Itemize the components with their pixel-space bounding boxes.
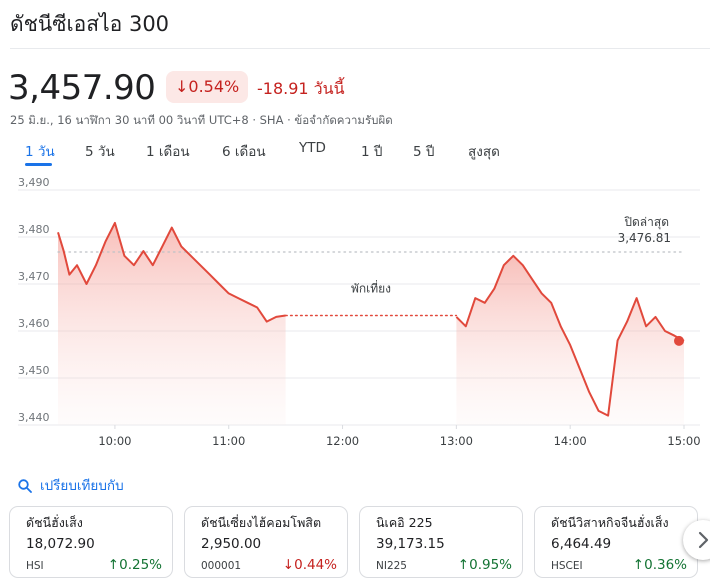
index-change-pct: 0.44% xyxy=(294,557,337,573)
index-change-pct: 0.25% xyxy=(119,557,162,573)
index-value: 18,072.90 xyxy=(26,536,95,552)
index-ticker: HSI xyxy=(26,560,44,572)
index-change-pct: 0.36% xyxy=(644,557,687,573)
active-tab-indicator xyxy=(25,163,52,166)
index-name: ดัชนีฮั่งเส็ง xyxy=(26,515,83,530)
session-area-2 xyxy=(456,255,684,425)
price-lines xyxy=(57,221,685,417)
page-title: ดัชนีซีเอสไอ 300 xyxy=(10,12,170,36)
session-line-2 xyxy=(455,254,685,417)
y-tick-label: 3,440 xyxy=(18,411,50,424)
arrow-down-icon: ↓ xyxy=(282,557,295,573)
index-ticker: NI225 xyxy=(376,560,407,572)
index-name: ดัชนีเซี่ยงไฮ้คอมโพสิต xyxy=(201,515,322,530)
y-tick-label: 3,490 xyxy=(18,178,50,189)
tab-5-year[interactable]: 5 ปี xyxy=(413,144,435,160)
x-tick-label: 14:00 xyxy=(554,434,587,448)
index-name: นิเคอิ 225 xyxy=(376,515,433,530)
next-cards-button[interactable] xyxy=(683,520,710,560)
index-value: 39,173.15 xyxy=(376,536,445,552)
index-card-hscei[interactable]: ดัชนีวิสาหกิจจีนฮั่งเส็ง 6,464.49 HSCEI … xyxy=(534,506,698,578)
session-area-1 xyxy=(58,222,286,425)
tab-5-day[interactable]: 5 วัน xyxy=(85,144,115,160)
change-absolute: -18.91 วันนี้ xyxy=(257,79,345,98)
prev-close-label: ปิดล่าสุด xyxy=(624,215,669,230)
price-area xyxy=(58,222,684,425)
range-tabs: 1 วัน 5 วัน 1 เดือน 6 เดือน YTD 1 ปี 5 ป… xyxy=(0,140,700,166)
index-change: ↓0.44% xyxy=(283,557,337,573)
tab-6-month[interactable]: 6 เดือน xyxy=(222,144,266,160)
current-price: 3,457.90 xyxy=(8,68,156,108)
x-tick-label: 13:00 xyxy=(440,434,473,448)
chevron-right-icon xyxy=(698,531,709,549)
arrow-up-icon: ↑ xyxy=(457,557,470,573)
timestamp-meta: 25 มิ.ย., 16 นาฬิกา 30 นาที 00 วินาที UT… xyxy=(10,113,393,127)
y-tick-label: 3,460 xyxy=(18,317,50,330)
index-change: ↑0.95% xyxy=(458,557,512,573)
tab-max[interactable]: สูงสุด xyxy=(468,144,500,160)
x-tick-label: 15:00 xyxy=(667,434,700,448)
index-change-pct: 0.95% xyxy=(469,557,512,573)
index-card-ni225[interactable]: นิเคอิ 225 39,173.15 NI225 ↑0.95% xyxy=(359,506,523,578)
change-pct: 0.54% xyxy=(188,77,240,96)
arrow-up-icon: ↑ xyxy=(107,557,120,573)
x-tick-label: 10:00 xyxy=(98,434,131,448)
tab-1-year[interactable]: 1 ปี xyxy=(361,144,383,160)
index-ticker: HSCEI xyxy=(551,560,583,572)
y-axis-ticks: 3,490 3,480 3,470 3,460 3,450 3,440 xyxy=(18,178,50,424)
index-change: ↑0.25% xyxy=(108,557,162,573)
index-value: 2,950.00 xyxy=(201,536,262,552)
y-tick-label: 3,470 xyxy=(18,270,50,283)
index-card-hsi[interactable]: ดัชนีฮั่งเส็ง 18,072.90 HSI ↑0.25% xyxy=(9,506,173,578)
index-card-000001[interactable]: ดัชนีเซี่ยงไฮ้คอมโพสิต 2,950.00 000001 ↓… xyxy=(184,506,348,578)
change-pct-badge: ↓0.54% xyxy=(166,71,249,103)
x-axis-ticks: 10:00 11:00 12:00 13:00 14:00 15:00 xyxy=(98,425,701,448)
y-tick-label: 3,480 xyxy=(18,223,50,236)
tab-ytd[interactable]: YTD xyxy=(299,140,326,156)
compare-label: เปรียบเทียบกับ xyxy=(40,478,124,494)
index-value: 6,464.49 xyxy=(551,536,612,552)
search-icon xyxy=(18,479,32,493)
tab-1-day[interactable]: 1 วัน xyxy=(25,144,55,160)
x-tick-label: 12:00 xyxy=(326,434,359,448)
tab-1-month[interactable]: 1 เดือน xyxy=(146,144,190,160)
index-change: ↑0.36% xyxy=(633,557,687,573)
index-name: ดัชนีวิสาหกิจจีนฮั่งเส็ง xyxy=(551,515,669,530)
price-chart[interactable]: 3,490 3,480 3,470 3,460 3,450 3,440 10:00 11:0… xyxy=(0,178,710,450)
lunch-break-label: พักเที่ยง xyxy=(351,279,391,295)
prev-close-value: 3,476.81 xyxy=(618,231,671,245)
arrow-up-icon: ↑ xyxy=(632,557,645,573)
y-tick-label: 3,450 xyxy=(18,364,50,377)
last-price-dot xyxy=(674,335,684,346)
compare-button[interactable]: เปรียบเทียบกับ xyxy=(18,474,124,496)
x-tick-label: 11:00 xyxy=(212,434,245,448)
arrow-down-icon: ↓ xyxy=(175,77,189,96)
index-ticker: 000001 xyxy=(201,560,242,572)
title-divider xyxy=(10,48,710,49)
session-line-1 xyxy=(57,221,286,323)
